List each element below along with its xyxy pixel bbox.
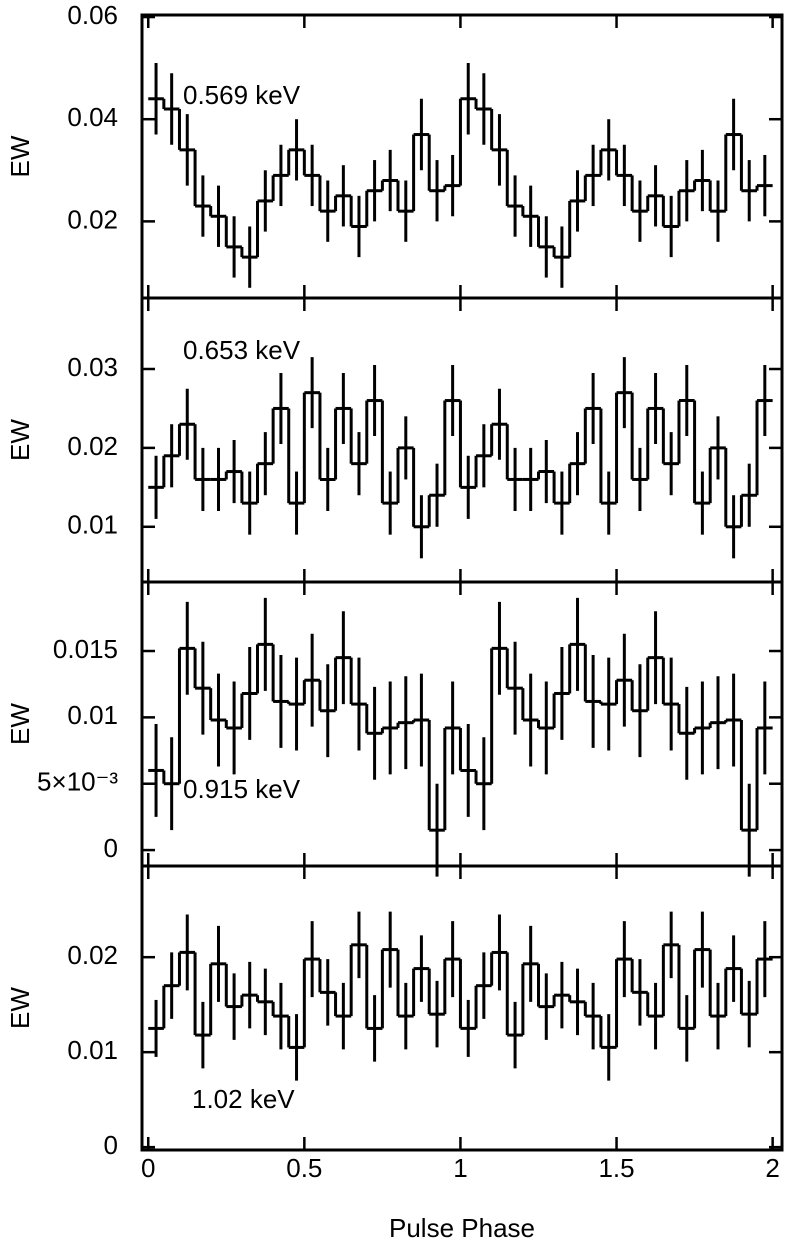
y-tick-label: 0.01 [67, 1035, 118, 1065]
y-axis-label: EW [5, 135, 35, 177]
y-tick-label: 0.01 [67, 700, 118, 730]
y-tick-label: 0 [104, 1130, 118, 1160]
annotation: 0.653 keV [183, 335, 301, 365]
y-axis-label: EW [5, 987, 35, 1029]
x-tick-label: 1.5 [598, 1153, 634, 1183]
y-tick-label: 0.03 [67, 352, 118, 382]
x-tick-label: 2 [765, 1153, 779, 1183]
y-tick-label: 0.015 [53, 634, 118, 664]
plot-frame [140, 864, 784, 1152]
x-tick-label: 0 [141, 1153, 155, 1183]
y-tick-label: 0 [104, 833, 118, 863]
plot-frame [140, 13, 784, 300]
y-tick-label: 0.02 [67, 431, 118, 461]
y-axis-label: EW [5, 703, 35, 745]
y-tick-label: 0.02 [67, 204, 118, 234]
y-tick-label: 0.02 [67, 940, 118, 970]
annotation: 0.569 keV [183, 80, 301, 110]
y-tick-label: 5×10⁻³ [37, 767, 118, 797]
y-tick-label: 0.04 [67, 102, 118, 132]
x-axis-label: Pulse Phase [389, 1213, 535, 1243]
y-tick-label: 0.01 [67, 510, 118, 540]
y-tick-label: 0.06 [67, 0, 118, 30]
annotation: 1.02 keV [192, 1084, 295, 1114]
y-axis-label: EW [5, 419, 35, 461]
x-tick-label: 0.5 [286, 1153, 322, 1183]
x-tick-label: 1 [453, 1153, 467, 1183]
annotation: 0.915 keV [183, 774, 301, 804]
